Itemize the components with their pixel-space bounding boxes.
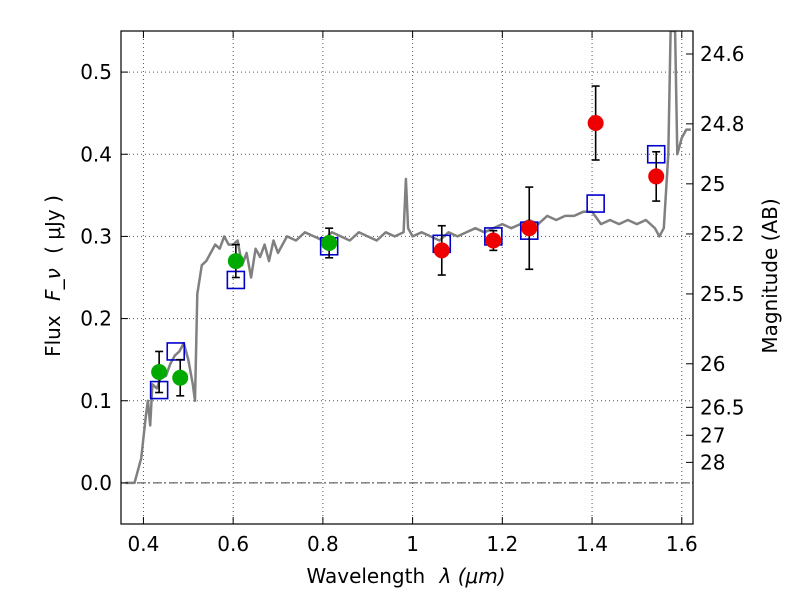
y2-tick-label: 24.6 [700,42,745,66]
nir-data-point [521,220,538,237]
y-tick-label: 0.0 [80,471,112,495]
y2-tick-label: 26 [700,352,725,376]
optical-data-point [227,253,244,270]
y-tick-label: 0.2 [80,307,112,331]
x-tick-label: 1 [406,532,419,556]
y2-tick-label: 25.2 [700,222,745,246]
y2-tick-label: 25 [700,172,725,196]
optical-data-point [321,234,338,251]
y-tick-label: 0.3 [80,224,112,248]
y-axis-label: Flux F_ν ( μJy ) [41,195,65,357]
y2-tick-label: 27 [700,423,725,447]
y2-tick-label: 24.8 [700,112,745,136]
optical-data-point [151,363,168,380]
y-axis-label-math: F_ν [41,268,65,301]
y-axis-label-units: ( μJy ) [41,195,65,254]
y-tick-label: 0.4 [80,142,112,166]
y2-tick-label: 26.5 [700,395,745,419]
x-axis-label: Wavelength λ (μm) [306,564,505,588]
optical-data-point [172,369,189,386]
model-photometry-square [166,342,186,361]
grid-lines [121,31,693,524]
nir-data-point [433,242,450,259]
x-tick-label: 0.8 [307,532,339,556]
y2-tick-label: 25.5 [700,282,745,306]
y2-axis-ticks: 24.6 24.8 25 25.2 25.5 26 26.5 27 28 [686,42,745,474]
nir-data-point [648,168,665,185]
x-tick-label: 1.4 [576,532,608,556]
nir-data-point [587,115,604,132]
x-tick-label: 0.4 [128,532,160,556]
plot-frame [120,30,694,525]
x-tick-label: 1.6 [666,532,698,556]
model-spectrum-line [125,31,691,485]
x-axis-label-math: λ (μm) [439,564,506,588]
y-tick-label: 0.5 [80,60,112,84]
x-axis-label-text: Wavelength [306,564,425,588]
x-tick-label: 0.6 [217,532,249,556]
y2-tick-label: 28 [700,450,725,474]
x-axis-ticks: 0.4 0.6 0.8 1 1.2 1.4 1.6 [128,31,698,556]
x-tick-label: 1.2 [486,532,518,556]
nir-data-point [485,232,502,249]
y-axis-label-text: Flux [41,315,65,357]
y2-axis-label: Magnitude (AB) [758,198,782,353]
y-axis-ticks: 0.0 0.1 0.2 0.3 0.4 0.5 [80,60,128,495]
y-tick-label: 0.1 [80,389,112,413]
plot-area [125,31,691,485]
model-photometry-square [586,194,605,213]
